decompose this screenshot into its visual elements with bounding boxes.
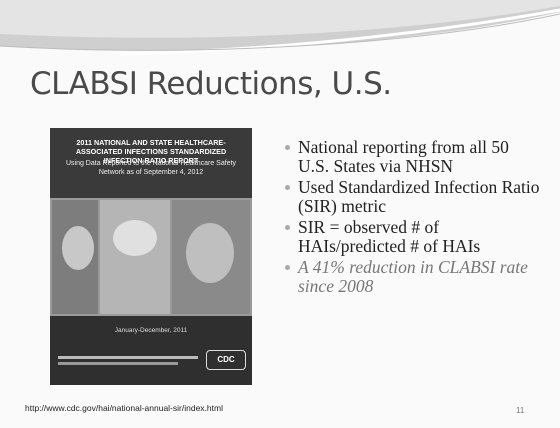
cover-title: 2011 NATIONAL AND STATE HEALTHCARE-ASSOC… [75, 138, 227, 165]
bullet: SIR = observed # of HAIs/predicted # of … [284, 218, 542, 256]
cover-date: January-December, 2011 [114, 327, 188, 334]
cdc-logo: CDC [206, 350, 246, 370]
cover-photos [50, 198, 252, 385]
source-url: http://www.cdc.gov/hai/national-annual-s… [25, 403, 223, 413]
cover-subtitle: Using Data Reported to the National Heal… [65, 160, 237, 176]
report-cover: 2011 NATIONAL AND STATE HEALTHCARE-ASSOC… [50, 128, 252, 385]
bullet: Used Standardized Infection Ratio (SIR) … [284, 178, 542, 216]
bullet: National reporting from all 50 U.S. Stat… [284, 138, 542, 176]
slide-number: 11 [516, 406, 525, 415]
bullet: A 41% reduction in CLABSI rate since 200… [284, 258, 542, 296]
bullet-list: National reporting from all 50 U.S. Stat… [284, 138, 542, 298]
header-swoosh [0, 0, 560, 70]
slide-title: CLABSI Reductions, U.S. [30, 66, 392, 102]
